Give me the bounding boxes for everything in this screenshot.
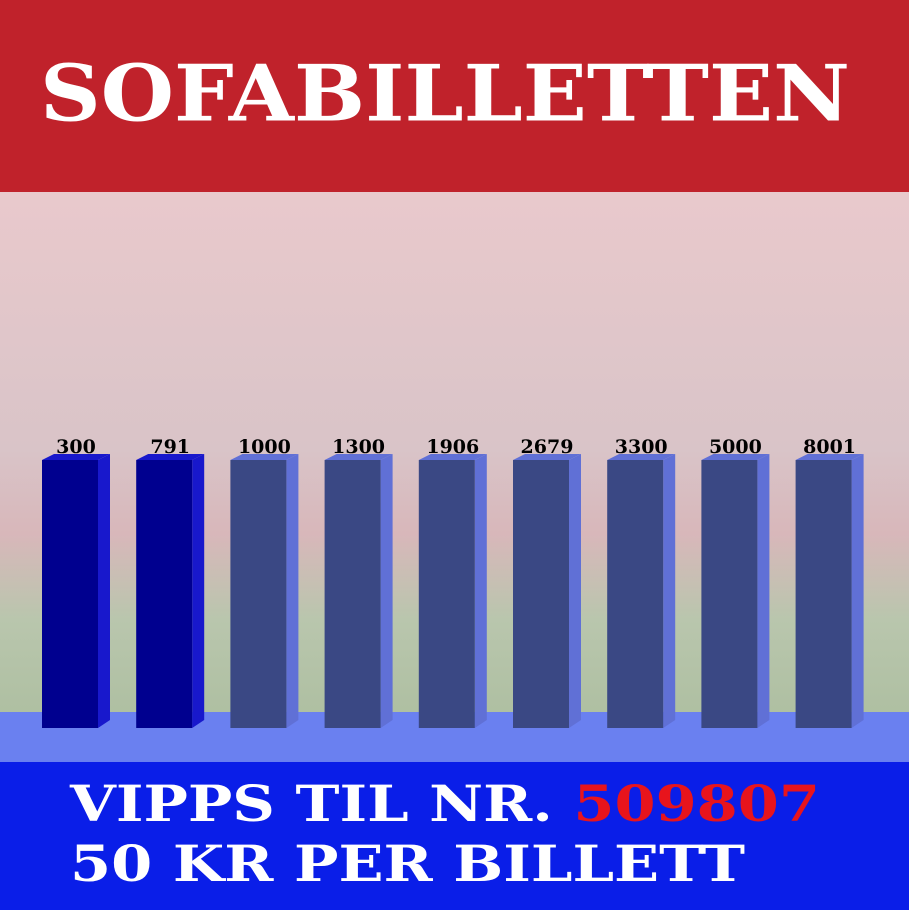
bar-front <box>324 460 381 728</box>
bar-side <box>569 454 581 728</box>
header-band <box>0 0 909 192</box>
bar-side <box>98 454 110 728</box>
milestone-label: 300 <box>56 436 96 458</box>
bar-side <box>286 454 299 728</box>
footer-band <box>0 762 909 910</box>
bar-front <box>513 460 569 728</box>
bar-side <box>380 454 393 728</box>
bar-top <box>701 454 770 460</box>
bar-side <box>474 454 487 728</box>
vipps-number: 509807 <box>573 774 820 833</box>
milestone-label: 1906 <box>426 436 479 458</box>
bar-side <box>192 454 205 728</box>
title: SOFABILLETTEN <box>40 49 850 140</box>
vipps-text: VIPPS TIL NR. <box>69 774 553 833</box>
bar-side <box>663 454 676 728</box>
milestone-label: 5000 <box>709 436 762 458</box>
milestone-label: 1000 <box>238 436 291 458</box>
bar-top <box>607 454 676 460</box>
bar-front <box>607 460 664 728</box>
footer-line-2: 50 KR PER BILLETT <box>70 834 745 893</box>
milestone-bars: 300 791 1000 1300 1906 2679 3300 5000 8001 <box>42 436 864 728</box>
bar-top <box>42 454 110 460</box>
bar-side <box>851 454 864 728</box>
milestone-label: 791 <box>150 436 190 458</box>
footer-line-1: VIPPS TIL NR. 509807 <box>69 774 820 833</box>
milestone-label: 3300 <box>615 436 668 458</box>
milestone-label: 8001 <box>803 436 856 458</box>
bar-top <box>513 454 581 460</box>
bar-front <box>42 460 98 728</box>
bar-front <box>418 460 475 728</box>
bar-top <box>418 454 487 460</box>
bar-side <box>757 454 770 728</box>
bar-top <box>795 454 864 460</box>
bar-front <box>136 460 193 728</box>
milestone-label: 2679 <box>521 436 574 458</box>
bar-front <box>230 460 287 728</box>
bar-top <box>136 454 205 460</box>
bar-top <box>230 454 299 460</box>
bar-front <box>795 460 852 728</box>
bar-top <box>324 454 393 460</box>
milestone-label: 1300 <box>332 436 385 458</box>
bar-front <box>701 460 758 728</box>
